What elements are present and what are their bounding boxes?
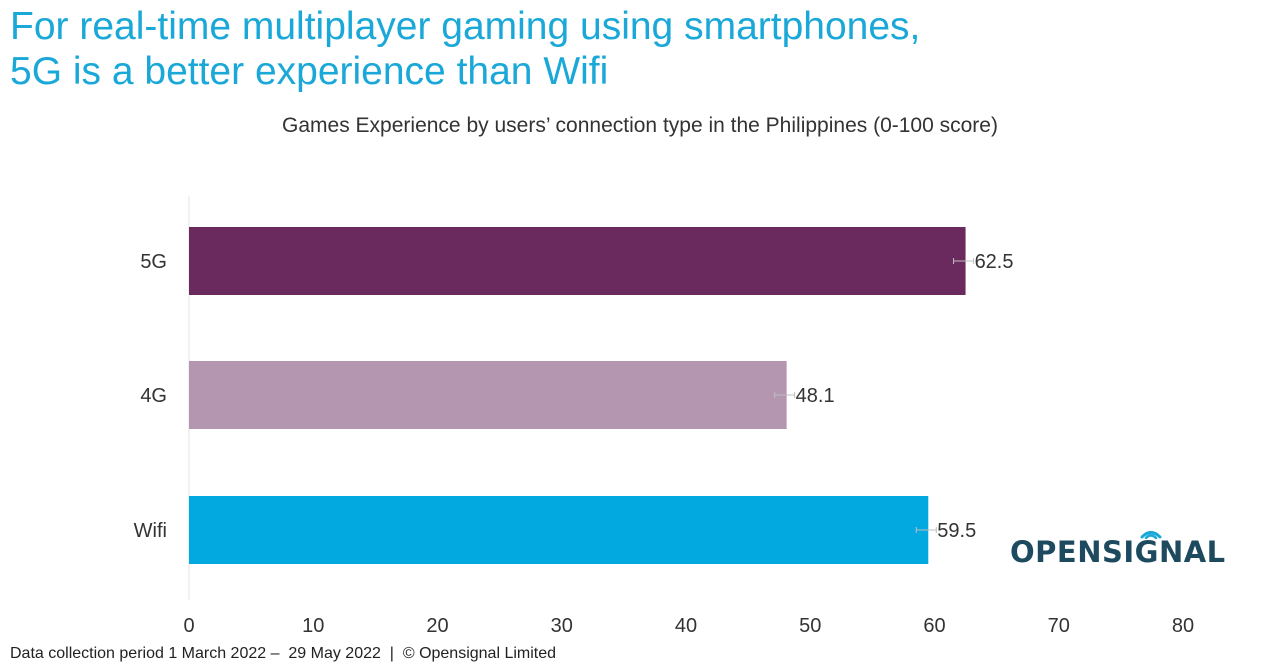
x-tick-label-0: 0 bbox=[183, 615, 194, 637]
opensignal-logo: OPENSIGNAL bbox=[1010, 525, 1250, 575]
category-label-wifi: Wifi bbox=[134, 520, 167, 542]
logo-text: OPENSIGNAL bbox=[1010, 535, 1226, 569]
signal-waves-icon bbox=[1140, 531, 1162, 539]
category-label-5g: 5G bbox=[140, 251, 167, 273]
headline: For real-time multiplayer gaming using s… bbox=[10, 4, 920, 94]
headline-line-1: For real-time multiplayer gaming using s… bbox=[10, 5, 921, 48]
x-tick-label-10: 10 bbox=[302, 615, 324, 637]
x-tick-label-60: 60 bbox=[923, 615, 945, 637]
bar-4g bbox=[189, 361, 787, 429]
x-tick-label-30: 30 bbox=[551, 615, 573, 637]
x-tick-label-80: 80 bbox=[1172, 615, 1194, 637]
bar-wifi bbox=[189, 496, 929, 564]
value-label-wifi: 59.5 bbox=[937, 520, 976, 542]
headline-line-2: 5G is a better experience than Wifi bbox=[10, 50, 609, 93]
x-tick-label-50: 50 bbox=[799, 615, 821, 637]
value-label-5g: 62.5 bbox=[975, 251, 1014, 273]
chart-title: Games Experience by users’ connection ty… bbox=[282, 114, 998, 137]
x-tick-label-40: 40 bbox=[675, 615, 697, 637]
footer-note: Data collection period 1 March 2022 – 29… bbox=[10, 645, 557, 662]
x-tick-label-20: 20 bbox=[426, 615, 448, 637]
category-label-4g: 4G bbox=[140, 385, 167, 407]
bar-5g bbox=[189, 227, 966, 295]
value-label-4g: 48.1 bbox=[796, 385, 835, 407]
x-tick-label-70: 70 bbox=[1048, 615, 1070, 637]
